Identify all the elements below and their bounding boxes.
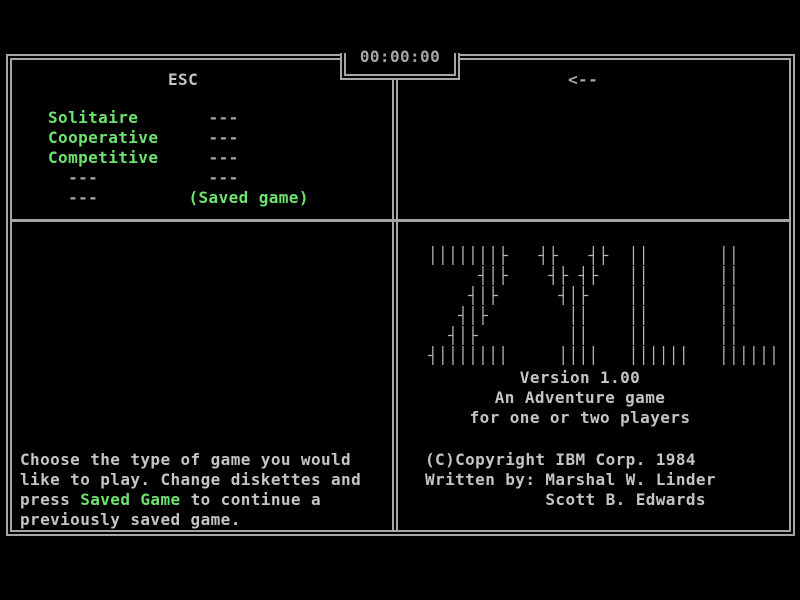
tagline-line: Version 1.00 — [519, 368, 641, 387]
timer-box: 00:00:00 — [340, 47, 460, 80]
tagline-line: An Adventure game — [494, 388, 666, 407]
game-type-menu: Solitaire --- Cooperative --- Competitive … — [48, 108, 309, 208]
text-segment: press — [20, 490, 81, 509]
menu-row[interactable]: Cooperative --- — [48, 128, 309, 148]
zyll-logo-ascii-art: │││││││├ ┤├ ┤├ ││ ││ ┤│├ ┤├ ┤├ ││ ││ ┤│├… — [428, 246, 779, 366]
text-segment: --- — [48, 188, 189, 207]
logo-row: ┤│││││││ ││││ ││││││ ││││││ — [428, 346, 780, 365]
menu-row[interactable]: --- (Saved game) — [48, 188, 309, 208]
text-segment: to continue a — [180, 490, 321, 509]
back-arrow-header: <-- — [568, 70, 599, 89]
menu-row[interactable]: Solitaire --- — [48, 108, 309, 128]
version-tagline: Version 1.00 An Adventure game for one or … — [420, 368, 740, 428]
logo-row: ┤│├ ┤│├ ││ ││ — [428, 286, 740, 305]
text-segment: (Saved game) — [188, 188, 309, 207]
vertical-panel-divider — [392, 80, 398, 530]
logo-row: ┤│├ ││ ││ ││ — [428, 306, 740, 325]
logo-row: ┤│├ ││ ││ ││ — [428, 326, 740, 345]
text-segment: --- --- — [48, 168, 239, 187]
menu-row[interactable]: --- --- — [48, 168, 309, 188]
credit-line: Scott B. Edwards — [425, 490, 706, 509]
tagline-line: for one or two players — [469, 408, 691, 427]
logo-row: ┤│├ ┤├ ┤├ ││ ││ — [428, 266, 740, 285]
text-segment: previously saved game. — [20, 510, 241, 529]
text-segment: like to play. Change diskettes and — [20, 470, 362, 489]
esc-key-header: ESC — [168, 70, 199, 89]
help-line: press Saved Game to continue a — [20, 490, 361, 510]
text-segment: Cooperative — [48, 128, 159, 147]
text-segment: Choose the type of game you would — [20, 450, 352, 469]
help-text: Choose the type of game you would like to… — [20, 450, 361, 530]
menu-row[interactable]: Competitive --- — [48, 148, 309, 168]
credit-line: (C)Copyright IBM Corp. 1984 — [425, 450, 696, 469]
text-segment: --- — [138, 108, 239, 127]
credit-line: Written by: Marshal W. Linder — [425, 470, 716, 489]
help-line: Choose the type of game you would — [20, 450, 361, 470]
logo-row: │││││││├ ┤├ ┤├ ││ ││ — [428, 246, 740, 265]
help-line: previously saved game. — [20, 510, 361, 530]
text-segment: Solitaire — [48, 108, 139, 127]
timer-value: 00:00:00 — [346, 47, 454, 67]
help-line: like to play. Change diskettes and — [20, 470, 361, 490]
copyright-credits: (C)Copyright IBM Corp. 1984 Written by: M… — [425, 450, 716, 510]
text-segment: Competitive — [48, 148, 159, 167]
horizontal-panel-divider — [12, 219, 789, 222]
text-segment: Saved Game — [80, 490, 181, 509]
text-segment: --- — [158, 128, 239, 147]
text-segment: --- — [158, 148, 239, 167]
